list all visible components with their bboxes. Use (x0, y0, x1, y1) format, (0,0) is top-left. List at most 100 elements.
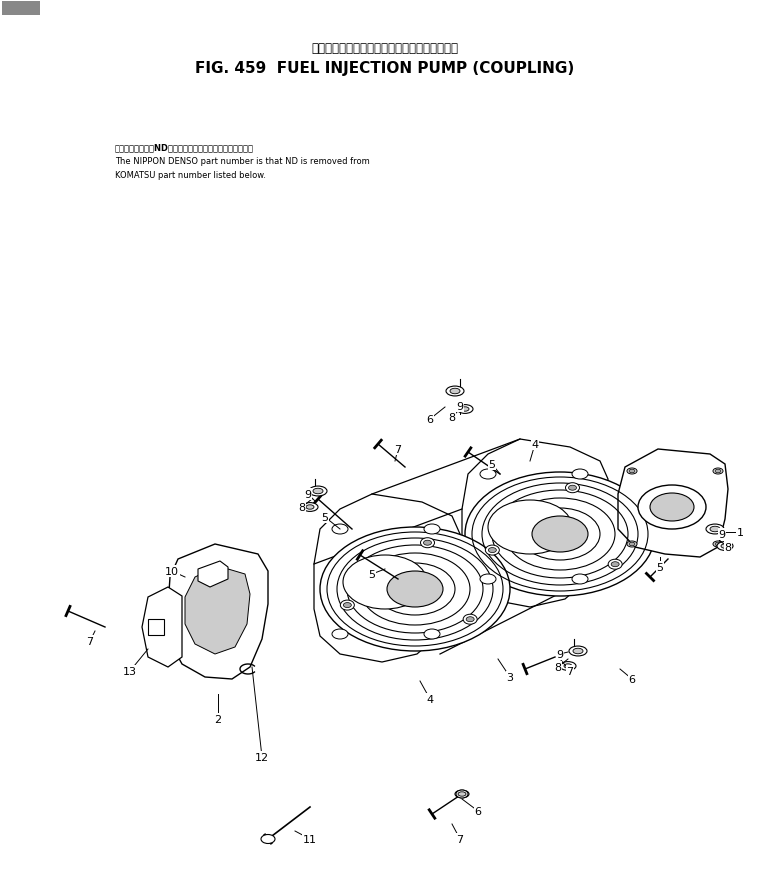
Ellipse shape (455, 790, 469, 798)
Ellipse shape (485, 545, 499, 556)
Ellipse shape (320, 528, 510, 651)
Ellipse shape (465, 472, 655, 596)
Ellipse shape (463, 615, 477, 624)
Ellipse shape (488, 548, 496, 553)
Ellipse shape (466, 617, 474, 622)
Ellipse shape (568, 486, 577, 491)
Text: 6: 6 (628, 674, 635, 684)
Text: 9: 9 (557, 649, 564, 659)
Ellipse shape (638, 486, 706, 529)
Text: 3: 3 (507, 673, 514, 682)
Text: 7: 7 (394, 444, 401, 455)
Text: 6: 6 (427, 414, 434, 425)
Text: 4: 4 (531, 440, 538, 450)
Text: 13: 13 (123, 666, 137, 676)
Text: 2: 2 (215, 714, 221, 724)
Ellipse shape (569, 646, 587, 656)
Ellipse shape (713, 542, 723, 547)
Ellipse shape (520, 508, 600, 560)
Ellipse shape (629, 543, 635, 546)
Text: 品番のメーカ記号NDを除いたものが日本電装の品番です。: 品番のメーカ記号NDを除いたものが日本電装の品番です。 (115, 143, 254, 152)
Text: 5: 5 (321, 513, 328, 522)
Ellipse shape (302, 503, 318, 512)
Ellipse shape (424, 524, 440, 535)
Ellipse shape (421, 538, 434, 548)
Text: 5: 5 (368, 569, 375, 579)
Ellipse shape (261, 835, 275, 844)
Ellipse shape (341, 601, 355, 610)
Ellipse shape (488, 500, 572, 554)
Ellipse shape (717, 542, 733, 551)
Ellipse shape (458, 792, 466, 796)
Ellipse shape (424, 630, 440, 639)
Ellipse shape (573, 649, 583, 654)
Ellipse shape (710, 527, 720, 532)
Text: 5: 5 (657, 563, 664, 572)
Ellipse shape (721, 544, 729, 549)
Ellipse shape (629, 470, 635, 473)
Text: 9: 9 (457, 401, 464, 412)
Text: 10: 10 (165, 566, 179, 576)
Ellipse shape (564, 664, 572, 668)
Text: 1: 1 (737, 528, 744, 537)
Ellipse shape (446, 386, 464, 397)
Polygon shape (198, 561, 228, 587)
Ellipse shape (650, 493, 694, 522)
Text: 8: 8 (298, 502, 305, 513)
Text: フェルインジェクションポンプ　カップリング: フェルインジェクションポンプ カップリング (311, 41, 458, 54)
Ellipse shape (532, 516, 588, 552)
Ellipse shape (306, 505, 314, 509)
Polygon shape (462, 440, 608, 608)
Ellipse shape (332, 524, 348, 535)
Ellipse shape (572, 470, 588, 479)
Polygon shape (168, 544, 268, 680)
Bar (2, 2, 40, 16)
Ellipse shape (343, 603, 351, 608)
Ellipse shape (313, 489, 323, 494)
Ellipse shape (627, 542, 637, 547)
Ellipse shape (715, 543, 721, 546)
Ellipse shape (456, 790, 468, 798)
Ellipse shape (706, 524, 724, 535)
Text: 8: 8 (554, 662, 561, 673)
Ellipse shape (332, 630, 348, 639)
Text: The NIPPON DENSO part number is that ND is removed from: The NIPPON DENSO part number is that ND … (115, 157, 370, 166)
Bar (148, 619, 164, 636)
Ellipse shape (450, 389, 460, 394)
Ellipse shape (572, 574, 588, 585)
Ellipse shape (480, 574, 496, 585)
Text: 8: 8 (448, 413, 455, 422)
Text: 4: 4 (427, 694, 434, 704)
Ellipse shape (343, 556, 427, 609)
Text: 7: 7 (86, 637, 94, 646)
Polygon shape (314, 494, 460, 662)
Ellipse shape (387, 572, 443, 608)
Polygon shape (142, 587, 182, 667)
Ellipse shape (375, 564, 455, 615)
Ellipse shape (560, 662, 576, 671)
Ellipse shape (565, 483, 580, 493)
Ellipse shape (611, 562, 619, 567)
Ellipse shape (309, 486, 327, 496)
Ellipse shape (461, 407, 469, 412)
Ellipse shape (713, 469, 723, 474)
Text: FIG. 459  FUEL INJECTION PUMP (COUPLING): FIG. 459 FUEL INJECTION PUMP (COUPLING) (195, 61, 574, 76)
Text: 7: 7 (567, 666, 574, 676)
Text: 12: 12 (255, 752, 269, 762)
Text: 8: 8 (724, 543, 731, 552)
Ellipse shape (627, 469, 637, 474)
Ellipse shape (715, 470, 721, 473)
Ellipse shape (457, 405, 473, 414)
Polygon shape (185, 566, 250, 654)
Text: 6: 6 (474, 806, 481, 816)
Text: KOMATSU part number listed below.: KOMATSU part number listed below. (115, 170, 266, 179)
Ellipse shape (608, 559, 622, 570)
Polygon shape (618, 450, 728, 558)
Text: 7: 7 (457, 834, 464, 844)
Ellipse shape (480, 470, 496, 479)
Text: 5: 5 (488, 459, 495, 470)
Text: 9: 9 (305, 489, 311, 500)
Ellipse shape (424, 541, 431, 545)
Text: 11: 11 (303, 834, 317, 844)
Text: 9: 9 (718, 529, 726, 539)
